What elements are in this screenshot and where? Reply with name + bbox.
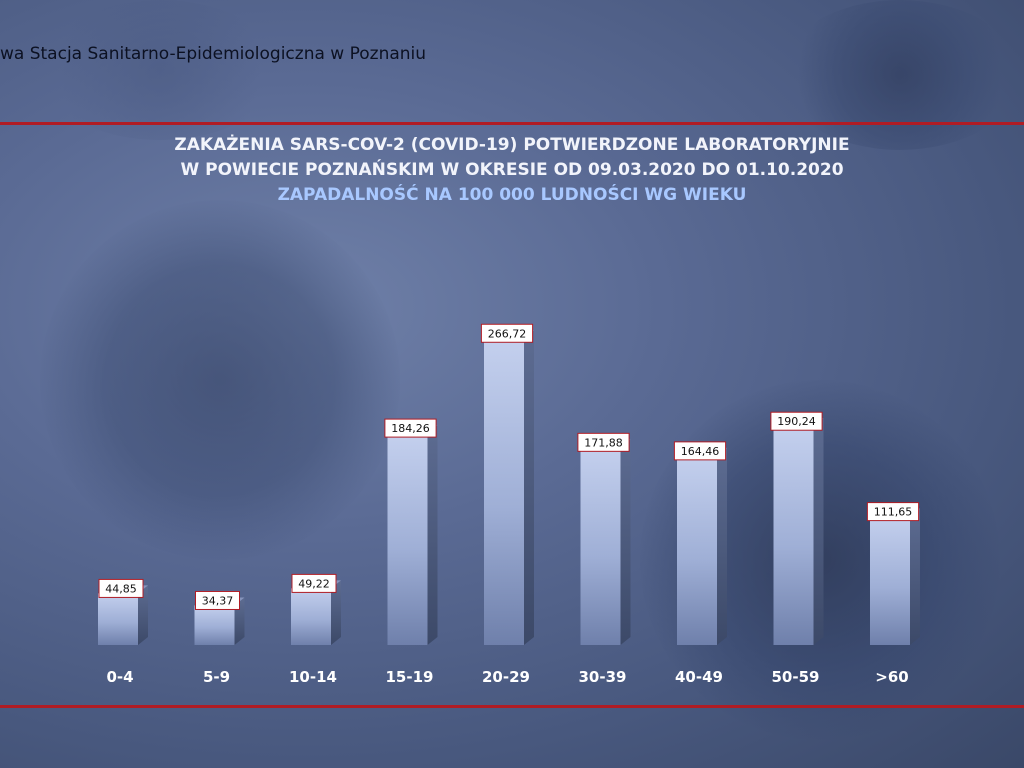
value-label-box	[98, 578, 144, 598]
value-label-box	[673, 441, 727, 461]
virus-background-shape	[40, 200, 400, 560]
value-label-box	[384, 418, 437, 438]
value-label-20-29: 266,72	[480, 323, 534, 343]
bottom-divider-line	[0, 705, 1024, 708]
bar-30-39	[580, 439, 631, 645]
bar-front-face	[387, 433, 428, 645]
bar-front-face	[677, 455, 717, 645]
value-label-text: 164,46	[681, 445, 720, 458]
bar->60	[870, 508, 920, 645]
bar-front-face	[484, 338, 524, 645]
value-label-30-39: 171,88	[577, 432, 630, 452]
value-label-5-9: 34,37	[195, 590, 240, 610]
category-label-30-39: 30-39	[579, 668, 627, 686]
chart-title-line-1: ZAKAŻENIA SARS-COV-2 (COVID-19) POTWIERD…	[174, 135, 850, 155]
value-label-box	[770, 411, 823, 431]
bar-side-face	[620, 439, 631, 645]
bar-front-face	[194, 605, 235, 645]
value-label-text: 111,65	[874, 506, 913, 519]
value-label-text: 44,85	[105, 582, 137, 595]
value-label-text: 184,26	[391, 422, 430, 435]
category-label-50-59: 50-59	[772, 668, 820, 686]
bar-front-face	[98, 593, 138, 645]
virus-background-shape	[780, 0, 1020, 150]
bar-40-49	[677, 447, 727, 645]
value-label-text: 49,22	[298, 577, 330, 590]
bar-front-face	[773, 426, 814, 645]
value-label-box	[480, 323, 534, 343]
category-label->60: >60	[875, 668, 908, 686]
value-label-15-19: 184,26	[384, 418, 437, 438]
value-label-40-49: 164,46	[673, 441, 727, 461]
bar-20-29	[484, 330, 534, 645]
bar-side-face	[910, 508, 920, 645]
institution-header: wa Stacja Sanitarno-Epidemiologiczna w P…	[0, 44, 427, 64]
bar-front-face	[580, 447, 621, 645]
bar-50-59	[773, 418, 824, 645]
chart-title-line-2: W POWIECIE POZNAŃSKIM W OKRESIE OD 09.03…	[180, 160, 844, 180]
bar-15-19	[387, 425, 438, 645]
top-divider-line	[0, 122, 1024, 125]
chart-title-block: ZAKAŻENIA SARS-COV-2 (COVID-19) POTWIERD…	[0, 133, 1024, 208]
category-label-40-49: 40-49	[675, 668, 723, 686]
bar-side-face	[524, 330, 534, 645]
category-label-15-19: 15-19	[386, 668, 434, 686]
value-label-box	[291, 573, 337, 593]
category-label-20-29: 20-29	[482, 668, 530, 686]
category-label-5-9: 5-9	[203, 668, 230, 686]
value-label-box	[577, 432, 630, 452]
value-label-0-4: 44,85	[98, 578, 144, 598]
value-label-text: 171,88	[584, 436, 623, 449]
bar-side-face	[331, 580, 341, 645]
category-label-0-4: 0-4	[106, 668, 133, 686]
value-label-box	[866, 502, 920, 522]
value-label-text: 34,37	[202, 594, 234, 607]
value-label-text: 190,24	[777, 415, 816, 428]
bar-side-face	[138, 585, 148, 645]
chart-subtitle: ZAPADALNOŚĆ NA 100 000 LUDNOŚCI WG WIEKU	[277, 185, 747, 205]
value-label-10-14: 49,22	[291, 573, 337, 593]
bar-side-face	[813, 418, 824, 645]
virus-background-shape	[40, 0, 280, 140]
value-label-50-59: 190,24	[770, 411, 823, 431]
value-label-box	[195, 590, 240, 610]
value-label-text: 266,72	[488, 327, 527, 340]
bar-front-face	[291, 588, 331, 645]
bar-side-face	[717, 447, 727, 645]
bar-side-face	[427, 425, 438, 645]
value-label->60: 111,65	[866, 502, 920, 522]
category-label-10-14: 10-14	[289, 668, 337, 686]
bar-front-face	[870, 516, 910, 645]
